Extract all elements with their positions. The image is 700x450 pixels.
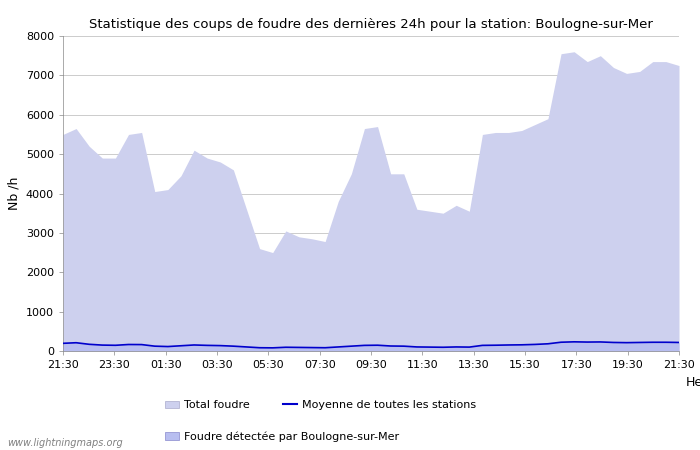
Text: Heure: Heure: [686, 376, 700, 389]
Y-axis label: Nb /h: Nb /h: [7, 177, 20, 210]
Title: Statistique des coups de foudre des dernières 24h pour la station: Boulogne-sur-: Statistique des coups de foudre des dern…: [89, 18, 653, 31]
Legend: Foudre détectée par Boulogne-sur-Mer: Foudre détectée par Boulogne-sur-Mer: [161, 427, 404, 446]
Text: www.lightningmaps.org: www.lightningmaps.org: [7, 438, 122, 448]
